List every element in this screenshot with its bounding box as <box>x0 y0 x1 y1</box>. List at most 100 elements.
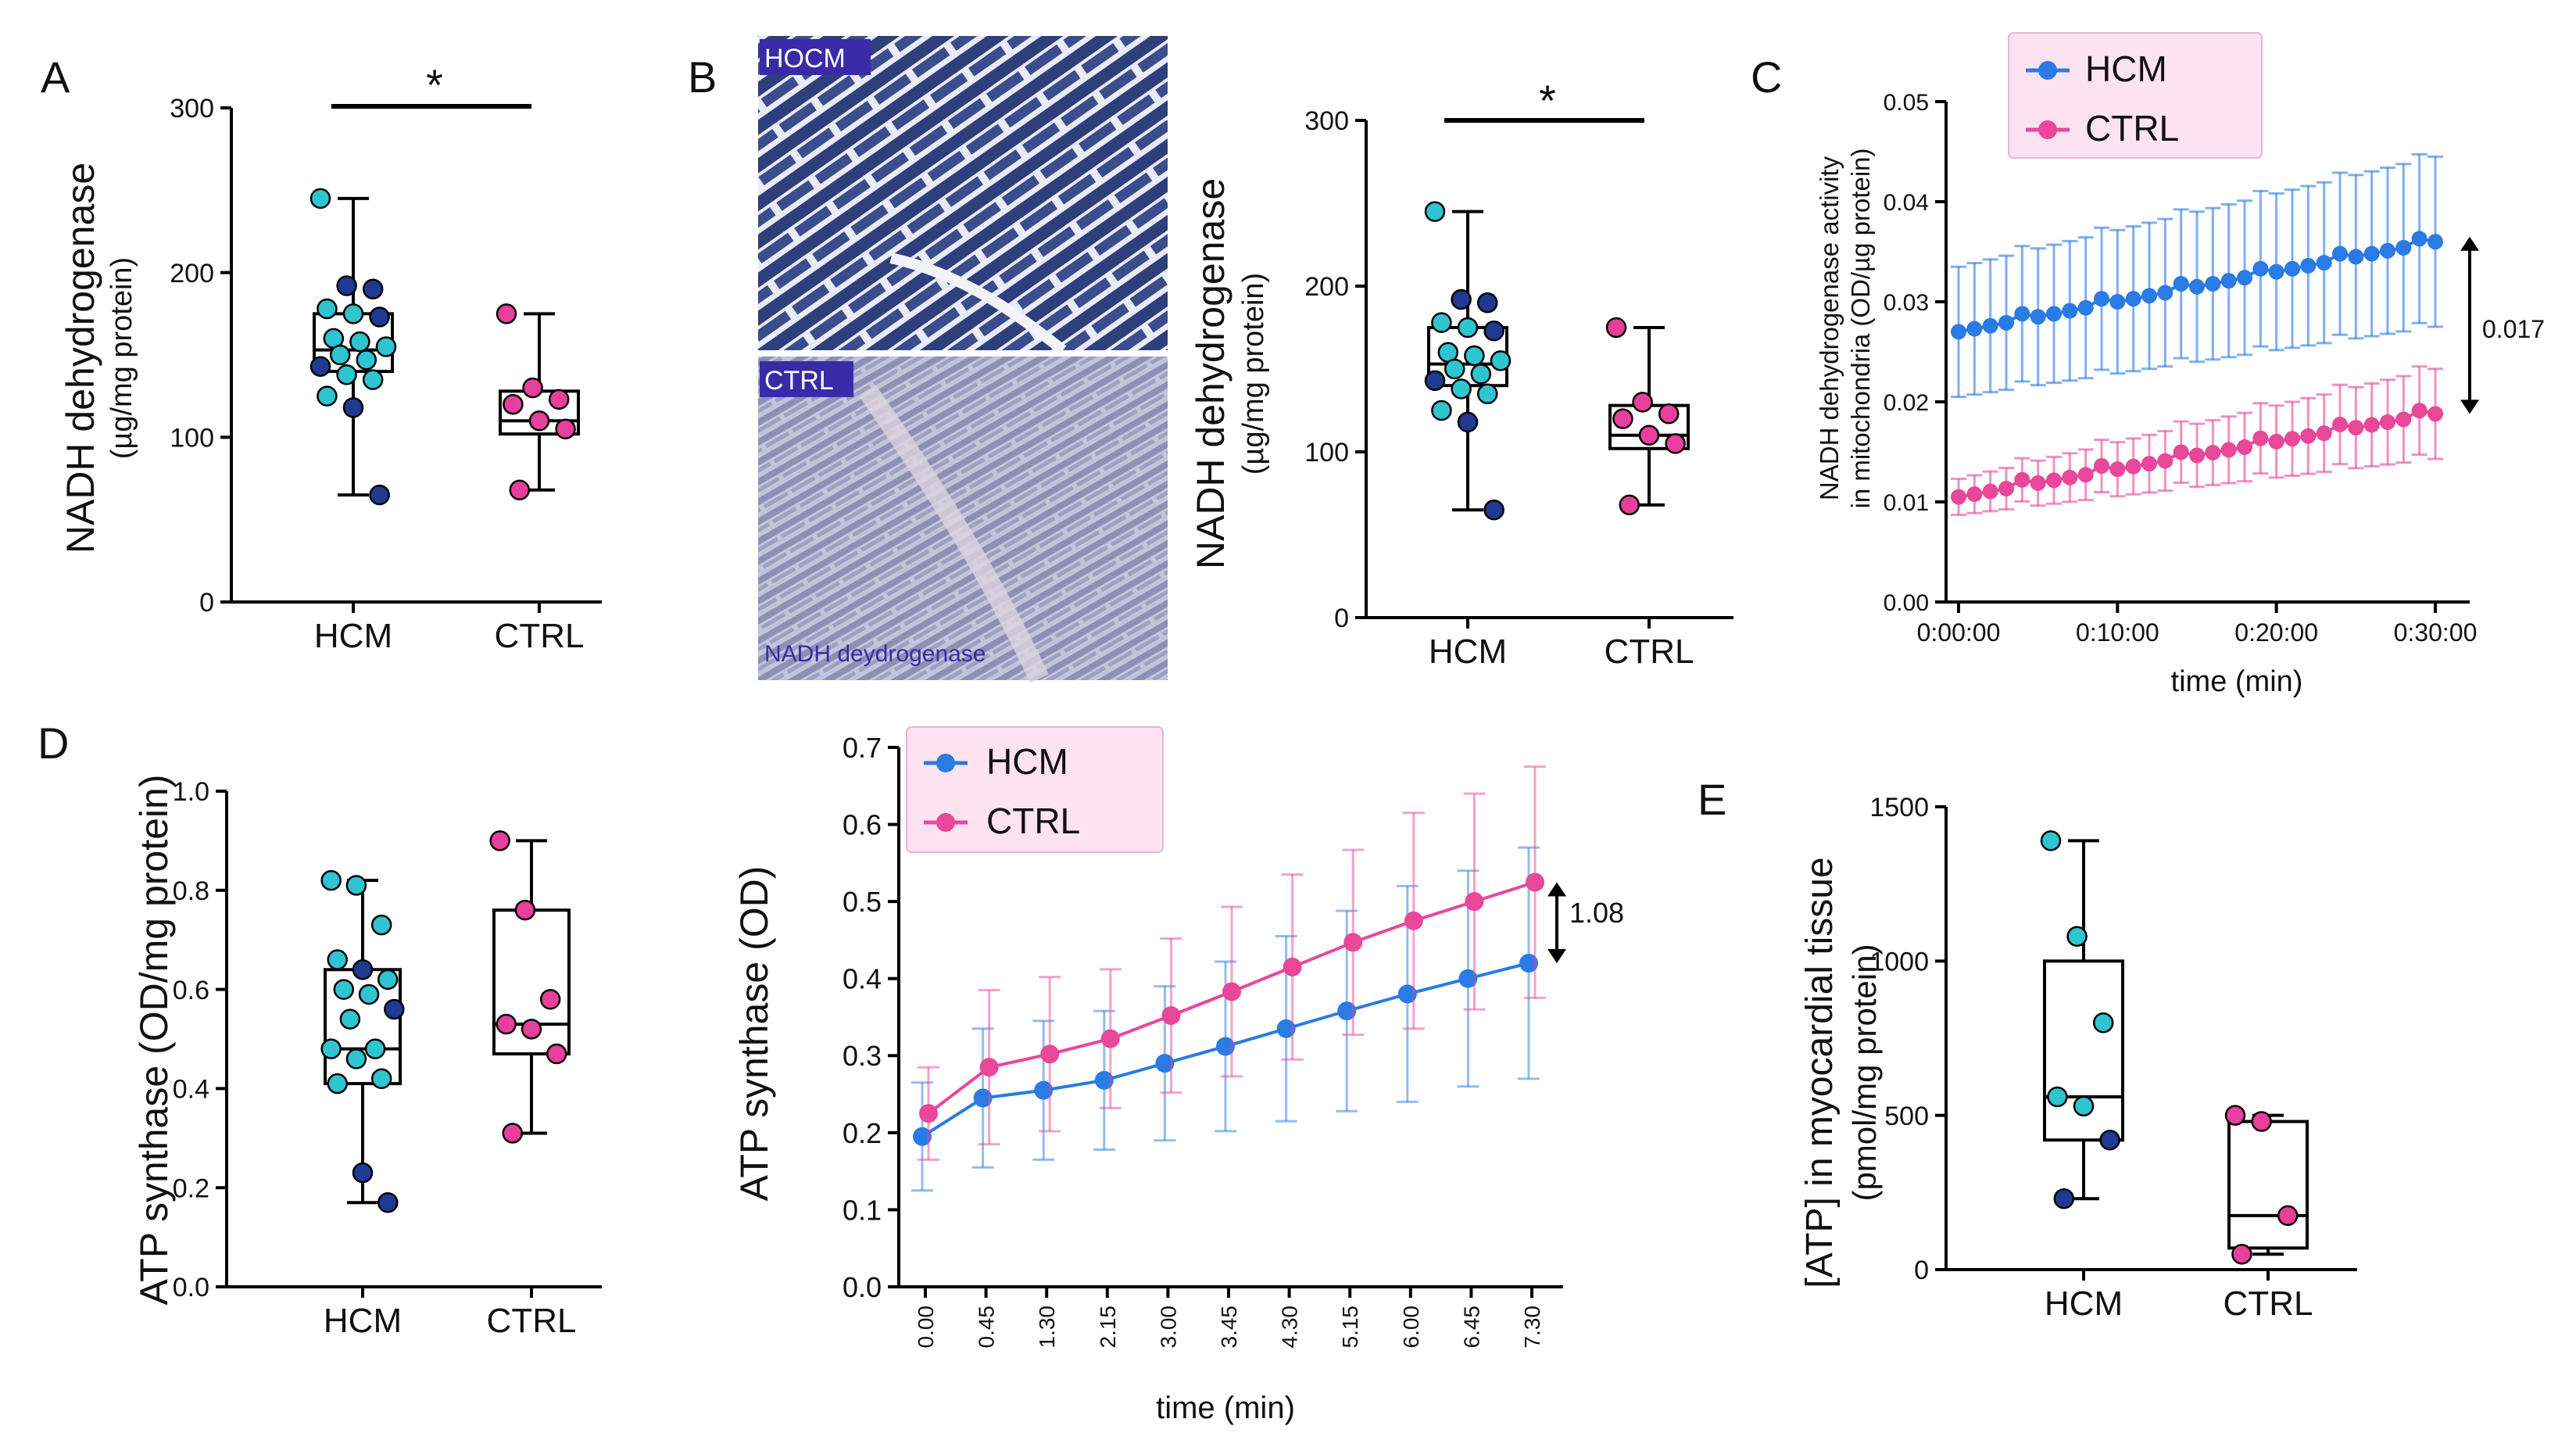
panel-c-y-tick-label: 0.01 <box>1884 490 1929 516</box>
panel-c-point-ctrl <box>1982 483 1998 500</box>
panel-c-point-hcm <box>2348 249 2364 265</box>
panel-b-y-tick-label: 300 <box>1304 106 1349 136</box>
panel-c-point-ctrl <box>2189 447 2205 464</box>
panel-d2-point-ctrl <box>1040 1044 1060 1064</box>
panel-d-y-tick-label: 0.2 <box>173 1173 209 1203</box>
panel-d2-legend: HCM CTRL <box>906 726 1164 853</box>
panel-a-data-point-hcm <box>317 385 338 407</box>
panel-b-data-point-ctrl <box>1658 403 1680 425</box>
panel-e-data-point-hcm <box>2040 830 2062 851</box>
panel-c-point-hcm <box>1966 321 1983 337</box>
panel-e-y-tick-label: 1500 <box>1869 793 1929 822</box>
panel-c-point-hcm <box>2062 303 2078 319</box>
panel-d-data-point-hcm <box>370 1068 392 1089</box>
panel-letter-e: E <box>1698 775 1726 824</box>
panel-b-data-point-hcm <box>1483 499 1504 521</box>
panel-b-ylabel-unit: (µg/mg protein) <box>1237 273 1270 475</box>
panel-c-point-hcm <box>1998 314 2014 331</box>
panel-c-difference-label: 0.017 <box>2482 315 2545 343</box>
panel-e-ylabel-unit: (pmol/mg protein) <box>1846 944 1883 1201</box>
panel-d2-legend-ctrl-label: CTRL <box>986 801 1080 841</box>
panel-b: HOCM CTRL NADH deydrogenase NADH dehydro… <box>758 36 1733 683</box>
panel-c-point-ctrl <box>2141 456 2157 472</box>
panel-b-data-point-hcm <box>1476 383 1498 405</box>
panel-c-point-ctrl <box>2428 406 2443 422</box>
panel-b-data-point-ctrl <box>1665 433 1686 454</box>
panel-c-line-chart: NADH dehydrogenase activity in mitochond… <box>1815 32 2545 698</box>
panel-e-data-point-ctrl <box>2251 1111 2272 1132</box>
histology-ctrl-fibre <box>859 385 1049 683</box>
panel-c-point-hcm <box>2316 255 2332 271</box>
panel-a-y-tick-label: 100 <box>170 424 214 453</box>
panel-d2-point-ctrl <box>919 1104 938 1123</box>
panel-d-y-tick-label: 1.0 <box>173 777 209 807</box>
panel-e-box-ctrl <box>2227 1120 2309 1250</box>
panel-c-point-ctrl <box>2268 433 2284 450</box>
panel-d-data-point-hcm <box>370 914 392 936</box>
panel-c-point-ctrl <box>2077 467 2094 483</box>
panel-d-data-point-ctrl <box>496 1013 517 1035</box>
panel-e-data-point-ctrl <box>2224 1105 2246 1126</box>
panel-d2-point-hcm <box>1337 1001 1357 1021</box>
panel-d2-y-tick-label: 0.1 <box>843 1194 882 1226</box>
panel-c-point-hcm <box>2300 257 2317 274</box>
panel-c-xlabel: time (min) <box>2171 665 2303 698</box>
panel-d-data-point-hcm <box>345 1048 367 1069</box>
panel-d-data-point-ctrl <box>489 830 510 851</box>
panel-a-data-point-hcm <box>336 364 357 385</box>
panel-d-y-tick-label: 0.8 <box>173 876 209 906</box>
panel-d2-x-tick-label: 0.00 <box>914 1306 938 1349</box>
panel-a-y-tick-label: 0 <box>199 588 214 618</box>
panel-c-legend: HCM CTRL <box>2008 32 2263 159</box>
panel-a-significance: * <box>426 60 443 109</box>
panel-c-point-ctrl <box>2363 417 2380 433</box>
panel-c-point-ctrl <box>1951 489 1966 505</box>
panel-c-point-hcm <box>2363 245 2380 262</box>
histology-hocm-crack <box>889 253 1067 355</box>
panel-b-data-point-hcm <box>1424 201 1446 222</box>
panel-c-x-tick-label: 0:30:00 <box>2394 618 2478 647</box>
panel-d2-legend-hcm-label: HCM <box>986 741 1068 782</box>
panel-a-data-point-ctrl <box>496 303 517 324</box>
panel-d-data-point-ctrl <box>514 899 536 921</box>
panel-e-y-tick-label: 500 <box>1884 1102 1929 1131</box>
histology-caption: NADH deydrogenase <box>764 641 986 667</box>
panel-e-data-point-hcm <box>2047 1086 2068 1108</box>
panel-b-data-point-ctrl <box>1619 494 1640 516</box>
panel-d2-x-tick-label: 6.00 <box>1399 1306 1423 1349</box>
panel-d2-point-ctrl <box>1161 1006 1181 1026</box>
panel-d-data-point-ctrl <box>502 1123 524 1144</box>
panel-c-y-tick-label: 0.02 <box>1884 390 1929 416</box>
panel-c-point-ctrl <box>2300 428 2317 444</box>
panel-c-point-hcm <box>2332 245 2348 262</box>
panel-a-data-point-hcm <box>342 397 364 418</box>
histology-images: HOCM CTRL NADH deydrogenase <box>758 36 1168 683</box>
panel-d-data-point-ctrl <box>539 989 561 1010</box>
panel-d-data-point-hcm <box>327 1073 348 1095</box>
panel-d-data-point-ctrl <box>546 1043 567 1065</box>
panel-b-y-tick-label: 200 <box>1304 272 1349 302</box>
panel-d-box-plot: ATP synthase (OD/mg protein) 0.0 0.2 0.4 0.… <box>132 775 602 1340</box>
panel-c-point-hcm <box>2077 299 2094 316</box>
panel-e-box-hcm <box>2043 959 2124 1142</box>
panel-d2-x-tick-label: 0.45 <box>975 1306 999 1349</box>
panel-b-data-point-ctrl <box>1632 392 1653 413</box>
panel-d-data-point-ctrl <box>521 1019 542 1040</box>
panel-c-point-ctrl <box>2030 475 2046 491</box>
histology-hocm-tag <box>760 39 871 75</box>
panel-d2-point-ctrl <box>1404 911 1423 930</box>
panel-a-ylabel-unit: (µg/mg protein) <box>106 257 138 459</box>
panel-e-category-hcm: HCM <box>2045 1284 2123 1323</box>
panel-d2-point-hcm <box>1094 1070 1114 1090</box>
panel-b-data-point-ctrl <box>1605 317 1627 339</box>
panel-e-data-point-ctrl <box>2277 1205 2299 1227</box>
panel-a-data-point-hcm <box>369 306 390 328</box>
panel-c-point-hcm <box>2030 309 2046 325</box>
panel-d2-point-hcm <box>1155 1054 1175 1073</box>
panel-d-data-point-hcm <box>358 983 380 1005</box>
panel-a-data-point-ctrl <box>555 418 576 440</box>
histology-ctrl-label: CTRL <box>764 366 834 396</box>
panel-e-data-point-hcm <box>2066 926 2088 948</box>
panel-d2-point-hcm <box>1519 954 1538 973</box>
